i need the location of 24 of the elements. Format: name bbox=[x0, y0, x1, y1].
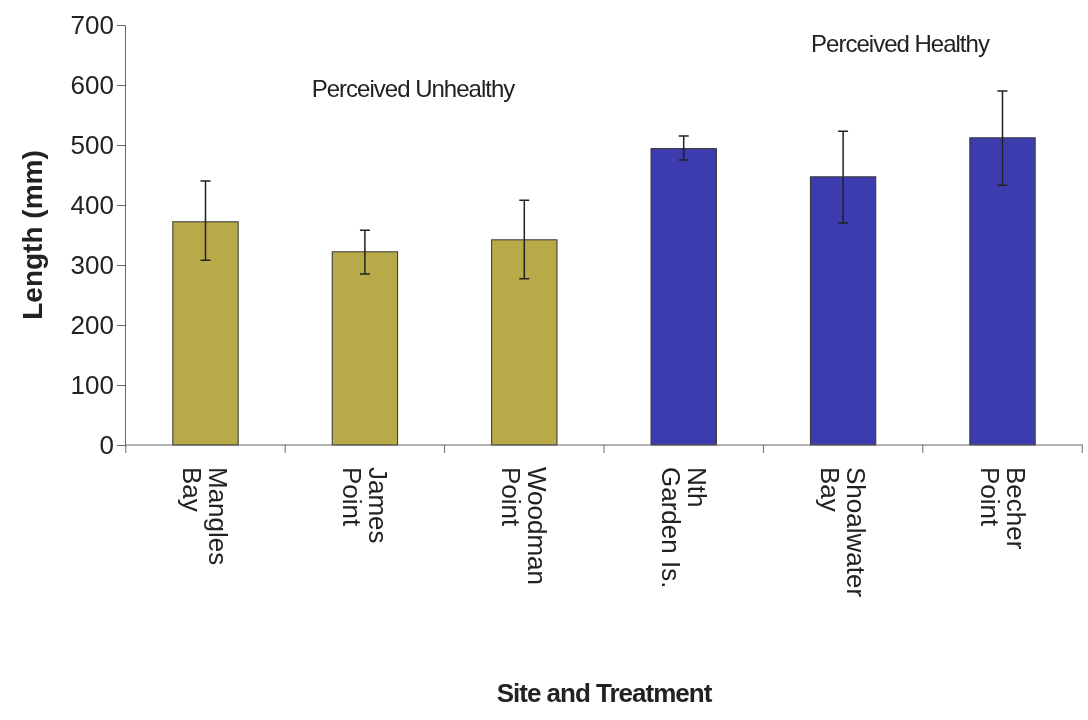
bar bbox=[491, 239, 558, 446]
bar bbox=[969, 137, 1036, 446]
y-tick-label: 500 bbox=[70, 129, 114, 160]
x-tick-label: Mangles Bay bbox=[177, 467, 234, 566]
bar bbox=[172, 221, 239, 446]
y-tick-label: 200 bbox=[70, 309, 114, 340]
y-tick-label: 0 bbox=[99, 429, 114, 460]
annotation: Perceived Healthy bbox=[811, 30, 990, 57]
x-tick-label: Woodman Point bbox=[496, 467, 553, 586]
y-tick-label: 100 bbox=[70, 369, 114, 400]
bar bbox=[809, 176, 877, 446]
x-tick-label: Nth Garden Is. bbox=[655, 467, 712, 589]
y-tick-label: 600 bbox=[70, 69, 114, 100]
y-axis-title: Length (mm) bbox=[17, 150, 48, 320]
y-tick-label: 700 bbox=[70, 9, 114, 40]
x-axis-title: Site and Treatment bbox=[496, 678, 713, 708]
annotation: Perceived Unhealthy bbox=[311, 75, 516, 102]
bar bbox=[331, 251, 399, 446]
x-tick-label: Becher Point bbox=[974, 467, 1031, 550]
y-tick-label: 400 bbox=[70, 189, 114, 220]
x-tick-label: James Point bbox=[336, 467, 393, 544]
y-tick-label: 300 bbox=[70, 249, 114, 280]
bar bbox=[650, 148, 717, 446]
x-tick-label: Shoalwater Bay bbox=[815, 467, 872, 598]
